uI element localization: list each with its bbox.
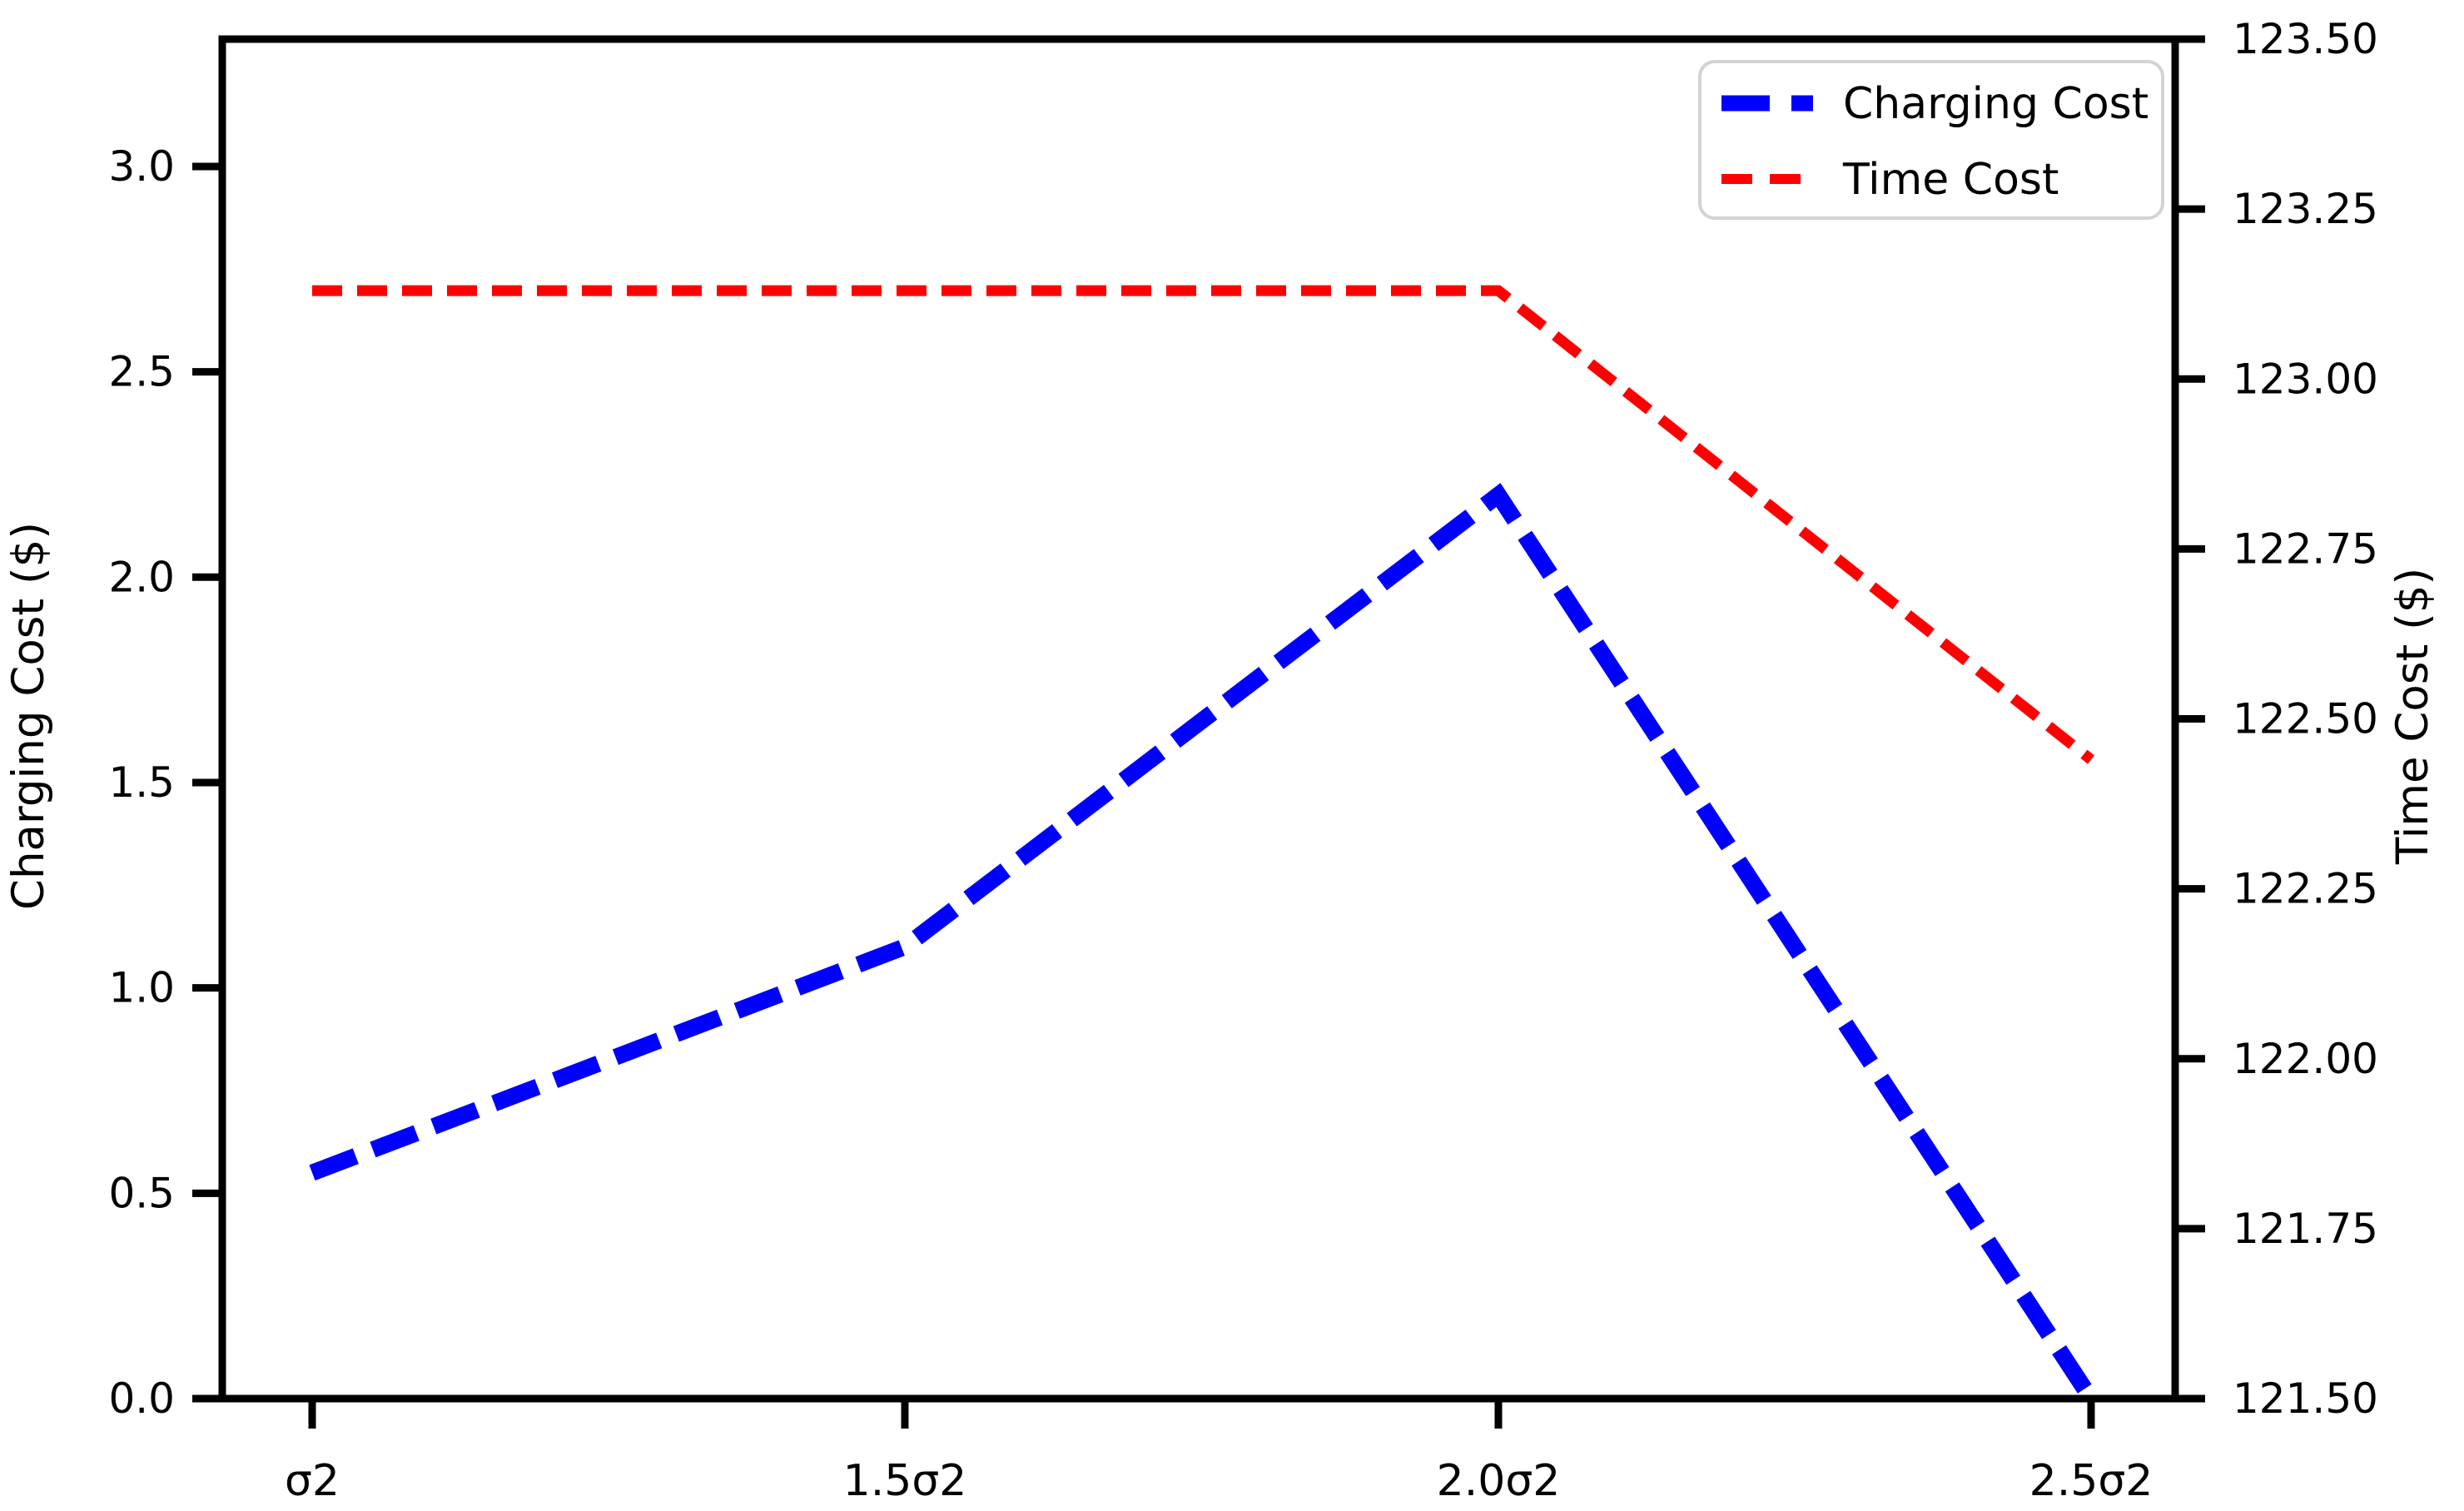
- legend-label-charging-cost: Charging Cost: [1843, 79, 2149, 129]
- right-y-tick-label: 123.25: [2233, 185, 2378, 233]
- legend-box: [1698, 60, 2164, 220]
- x-tick-label: 1.5σ2: [843, 1456, 967, 1506]
- right-y-axis-title: Time Cost ($): [2387, 568, 2438, 865]
- left-y-tick-label: 0.0: [108, 1374, 175, 1423]
- legend: Charging Cost Time Cost: [1698, 60, 2164, 220]
- left-y-tick-label: 0.5: [108, 1169, 175, 1217]
- x-tick-label: σ2: [285, 1456, 340, 1506]
- right-y-tick-label: 121.75: [2233, 1205, 2378, 1253]
- charging-cost-line: [309, 483, 2099, 1404]
- right-y-tick-label: 122.75: [2233, 524, 2378, 573]
- left-y-tick-label: 3.0: [108, 142, 175, 191]
- x-tick-label: 2.5σ2: [2029, 1456, 2154, 1506]
- left-y-tick-label: 1.0: [108, 964, 175, 1012]
- legend-label-time-cost: Time Cost: [1842, 155, 2059, 205]
- left-y-axis-title: Charging Cost ($): [3, 522, 54, 910]
- right-y-tick-label: 122.00: [2233, 1035, 2378, 1083]
- left-y-tick-label: 2.0: [108, 553, 175, 601]
- time-cost-line: [312, 285, 2095, 764]
- right-y-tick-label: 121.50: [2233, 1374, 2378, 1423]
- right-y-tick-label: 123.50: [2233, 15, 2378, 63]
- right-y-tick-label: 122.50: [2233, 695, 2378, 743]
- left-y-tick-label: 1.5: [108, 758, 175, 807]
- right-y-tick-label: 123.00: [2233, 355, 2378, 403]
- x-tick-label: 2.0σ2: [1437, 1456, 1561, 1506]
- left-y-tick-label: 2.5: [108, 348, 175, 396]
- right-y-tick-label: 122.25: [2233, 865, 2378, 913]
